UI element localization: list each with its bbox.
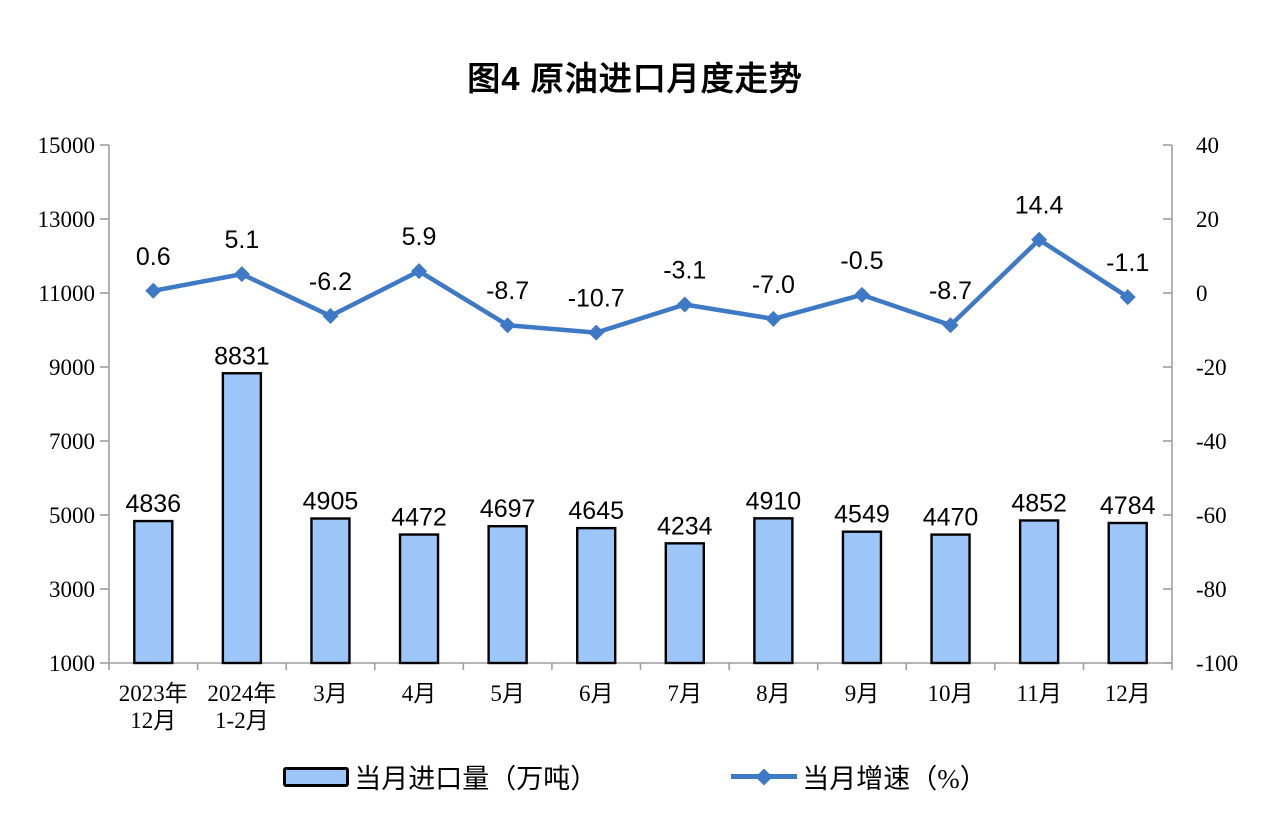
line-markers [145, 231, 1136, 341]
right-axis-tick-label: -80 [1196, 577, 1227, 602]
bar [310, 517, 351, 665]
right-axis-tick-label: 0 [1196, 281, 1208, 306]
bar-data-label: 4910 [746, 487, 802, 515]
line-marker [676, 296, 693, 313]
line-data-label: -8.7 [929, 277, 972, 305]
x-axis-category-label: 7月 [668, 681, 703, 706]
x-axis-category-label: 10月 [928, 681, 974, 706]
left-axis-tick-label: 1000 [49, 651, 95, 676]
line-data-label: -0.5 [840, 247, 883, 275]
line-marker [145, 282, 162, 299]
bar-series [133, 372, 1148, 665]
x-axis-category-label: 3月 [313, 681, 348, 706]
right-axis-labels: -100 -80 -60 -40 -20 0 20 40 [1196, 133, 1238, 676]
line-data-label: -7.0 [752, 271, 795, 299]
bar-series-swatch [283, 766, 350, 787]
legend-item-imports: 当月进口量（万吨） [283, 757, 597, 796]
legend: 当月进口量（万吨） 当月增速（%） [0, 757, 1270, 796]
right-axis-tick-label: -20 [1196, 355, 1227, 380]
x-axis-category-label: 8月 [756, 681, 791, 706]
bar [221, 372, 263, 665]
x-axis-category-label: 2023年 [119, 681, 188, 706]
line-marker [322, 307, 339, 324]
bar [487, 525, 528, 665]
line-data-label: 0.6 [136, 243, 171, 271]
line-marker [942, 317, 959, 334]
left-axis-tick-label: 5000 [49, 503, 95, 528]
bar-data-label: 4645 [568, 497, 624, 525]
line-data-label: -1.1 [1106, 249, 1149, 277]
x-axis-category-label: 4月 [402, 681, 437, 706]
line-series-swatch [731, 768, 798, 785]
x-axis-category-label: 12月 [130, 708, 176, 733]
bar [1018, 519, 1060, 665]
line-data-label: -6.2 [309, 268, 352, 296]
legend-item-growth: 当月增速（%） [731, 757, 987, 796]
right-axis-tick-label: -40 [1196, 429, 1227, 454]
x-axis-category-label: 9月 [845, 681, 880, 706]
line-data-label: -3.1 [663, 256, 706, 284]
line-marker [233, 266, 250, 283]
bar-data-label: 8831 [214, 342, 270, 370]
x-axis-category-label: 1-2月 [215, 708, 269, 733]
bar-data-label: 4472 [391, 504, 447, 532]
chart-title: 图4 原油进口月度走势 [467, 60, 803, 97]
bar [753, 517, 794, 665]
right-axis-tick-label: 20 [1196, 207, 1219, 232]
bar [133, 519, 174, 665]
line-marker [411, 263, 428, 280]
line-data-label: 5.9 [402, 223, 437, 251]
right-axis-tick-label: 40 [1196, 133, 1219, 158]
line-marker [1031, 231, 1048, 248]
x-axis-category-label: 2024年 [207, 681, 276, 706]
diamond-marker-icon [755, 768, 773, 785]
line-marker [1119, 289, 1136, 306]
x-axis-category-label: 11月 [1017, 681, 1062, 706]
x-axis-category-label: 5月 [490, 681, 525, 706]
bar-data-label: 4697 [480, 495, 536, 523]
bar-data-label: 4836 [125, 490, 181, 518]
left-axis-tick-label: 3000 [49, 577, 95, 602]
x-axis-category-label: 12月 [1105, 681, 1151, 706]
line-marker [765, 310, 782, 327]
x-axis-category-label: 6月 [579, 681, 614, 706]
axes [100, 144, 1173, 670]
line-data-labels: 0.6 5.1 -6.2 5.9 -8.7 -10.7 -3.1 -7.0 -0.5 -8.7 14… [136, 192, 1149, 313]
line-marker [499, 317, 516, 334]
left-axis-tick-label: 7000 [49, 429, 95, 454]
bar [398, 533, 440, 665]
left-axis-tick-label: 11000 [38, 281, 95, 306]
growth-line [151, 237, 1130, 335]
line-data-label: -10.7 [568, 285, 625, 313]
left-axis-labels: 1000 3000 5000 7000 9000 11000 13000 15000 [38, 133, 96, 676]
left-axis-tick-label: 9000 [49, 355, 95, 380]
line-data-label: -8.7 [486, 277, 529, 305]
bar-data-labels: 4836 8831 4905 4472 4697 4645 4234 4910 4549 4470… [125, 342, 1155, 540]
line-marker [588, 324, 605, 341]
legend-label-growth: 当月增速（%） [802, 764, 987, 794]
bar-data-label: 4234 [657, 512, 713, 540]
bar-data-label: 4784 [1100, 492, 1156, 520]
bar-data-label: 4905 [303, 488, 359, 516]
bar [841, 530, 883, 665]
left-axis-tick-label: 13000 [38, 207, 96, 232]
bar-data-label: 4852 [1011, 489, 1067, 517]
right-axis-tick-label: -60 [1196, 503, 1227, 528]
bar [664, 542, 705, 665]
bar-data-label: 4549 [834, 501, 890, 529]
line-marker [853, 286, 870, 303]
left-axis-tick-label: 15000 [38, 133, 96, 158]
right-axis-tick-label: -100 [1196, 651, 1238, 676]
legend-label-imports: 当月进口量（万吨） [354, 764, 598, 794]
bar [1107, 521, 1148, 665]
bar [930, 533, 971, 665]
line-data-label: 5.1 [224, 226, 259, 254]
line-data-label: 14.4 [1015, 192, 1064, 220]
bar-data-label: 4470 [923, 504, 979, 532]
bar [576, 526, 617, 665]
